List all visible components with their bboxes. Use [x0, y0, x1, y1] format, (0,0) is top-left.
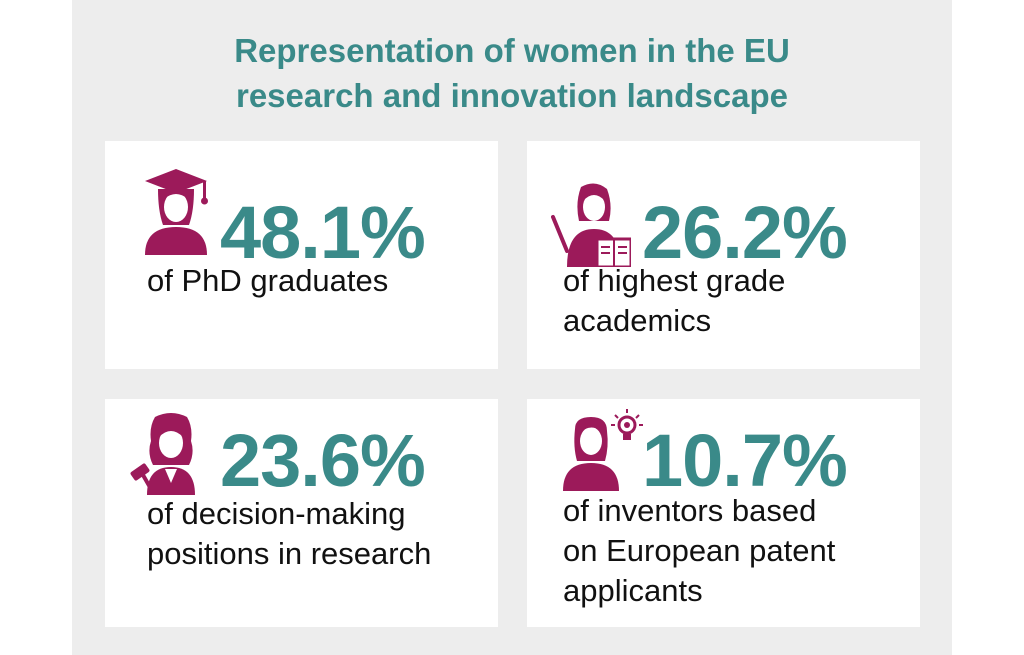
infographic-title: Representation of women in the EU resear… [72, 28, 952, 118]
stat-value: 10.7% [642, 419, 848, 502]
stat-description: of PhD graduates [147, 261, 388, 301]
stat-description-line: of highest grade [563, 263, 786, 298]
inventor-icon [563, 409, 643, 491]
stat-description-line: academics [563, 303, 712, 338]
title-line-1: Representation of women in the EU [234, 32, 790, 69]
stat-description: of decision-making positions in research [147, 494, 431, 574]
stat-card-academics: 26.2% of highest grade academics [527, 141, 920, 369]
stat-description-line: of decision-making [147, 496, 406, 531]
stat-description-line: of PhD graduates [147, 263, 389, 298]
stat-value: 48.1% [220, 191, 426, 274]
stat-description: of inventors based on European patent ap… [563, 491, 835, 611]
stat-card-phd: 48.1% of PhD graduates [105, 141, 498, 369]
stat-description: of highest grade academics [563, 261, 785, 341]
stat-description-line: positions in research [147, 536, 432, 571]
stat-description-line: applicants [563, 573, 703, 608]
stat-card-inventors: 10.7% of inventors based on European pat… [527, 399, 920, 627]
stat-description-line: of inventors based [563, 493, 817, 528]
stat-value: 23.6% [220, 419, 426, 502]
academic-icon [551, 183, 631, 267]
stat-value: 26.2% [642, 191, 848, 274]
judge-icon [130, 413, 195, 495]
graduate-icon [145, 169, 208, 255]
stat-card-decision-making: 23.6% of decision-making positions in re… [105, 399, 498, 627]
stat-description-line: on European patent [563, 533, 836, 568]
title-line-2: research and innovation landscape [235, 77, 788, 114]
